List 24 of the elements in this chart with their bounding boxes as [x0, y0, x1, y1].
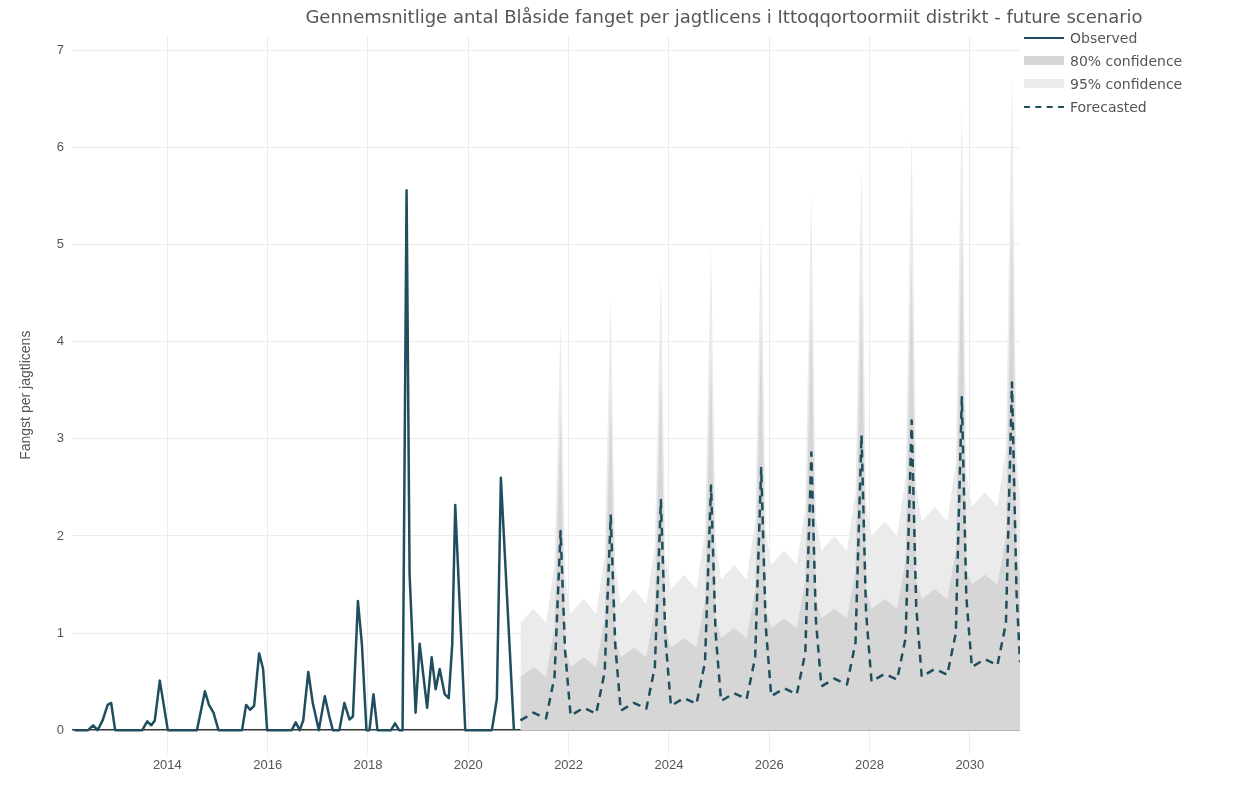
y-tick-label: 5: [56, 236, 65, 252]
chart-title: Gennemsnitlige antal Blåside fanget per jagtlicens i Ittoqqortoormiit distrikt - future scenario: [304, 6, 1144, 27]
y-tick-label: 0: [56, 721, 65, 737]
x-tick-label: 2022: [554, 756, 584, 772]
y-tick-label: 3: [56, 430, 65, 446]
y-axis-title: Fangst per jagtlicens: [17, 330, 34, 460]
y-tick-label: 4: [56, 333, 65, 349]
legend-label: Observed: [1070, 29, 1138, 46]
legend-label: 80% confidence: [1070, 52, 1183, 69]
x-tick-label: 2024: [654, 756, 684, 772]
x-tick-label: 2028: [855, 756, 884, 772]
x-tick-label: 2030: [955, 756, 985, 772]
x-tick-label: 2014: [152, 756, 182, 772]
x-tick-label: 2016: [253, 756, 283, 772]
y-tick-label: 1: [56, 624, 65, 640]
legend-label: 95% confidence: [1070, 75, 1183, 92]
legend-label: Forecasted: [1070, 98, 1147, 115]
line-series: [519, 381, 1020, 722]
x-tick-label: 2018: [353, 756, 383, 772]
y-tick-label: 7: [56, 42, 65, 58]
y-tick-label: 2: [56, 527, 65, 543]
x-tick-label: 2026: [754, 756, 784, 772]
y-tick-label: 6: [56, 139, 65, 155]
x-tick-label: 2020: [453, 756, 483, 772]
